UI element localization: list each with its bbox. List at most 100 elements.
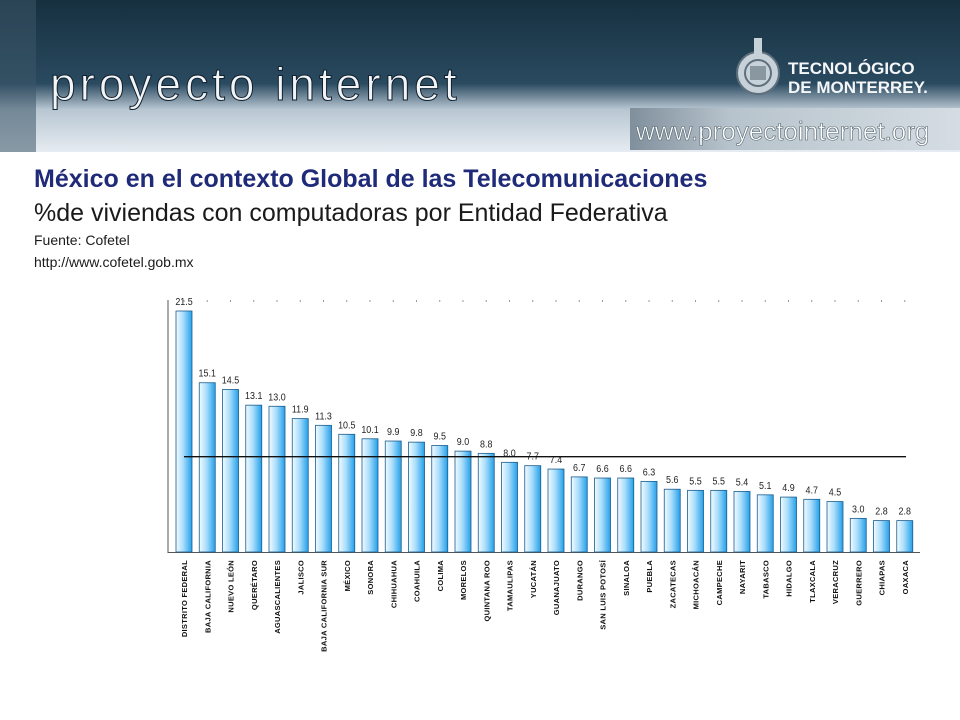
data-label: 5.4 xyxy=(736,477,749,489)
category-label: TLAXCALA xyxy=(808,560,817,603)
bar xyxy=(594,477,611,553)
bar xyxy=(384,440,402,553)
category-label: BAJA CALIFORNIA xyxy=(203,560,212,633)
data-label: 5.5 xyxy=(689,476,701,488)
category-label: GUERRERO xyxy=(854,560,863,606)
category-label: MICHOACÁN xyxy=(692,560,701,609)
bar xyxy=(222,389,239,553)
bar xyxy=(268,405,286,553)
category-label: CHIHUAHUA xyxy=(389,560,398,608)
category-label: COLIMA xyxy=(436,560,445,592)
category-label: DISTRITO FEDERAL xyxy=(180,560,189,637)
bar xyxy=(477,452,495,553)
data-label: 10.5 xyxy=(338,420,355,432)
data-label: 2.8 xyxy=(899,506,911,518)
bar xyxy=(291,418,309,553)
data-label: 6.7 xyxy=(573,462,585,474)
bar xyxy=(756,494,774,553)
category-label: MORELOS xyxy=(459,560,468,600)
bar xyxy=(826,501,844,553)
category-label: ZACATECAS xyxy=(668,560,677,608)
bar xyxy=(361,438,379,553)
category-label: AGUASCALIENTES xyxy=(273,560,282,634)
bar xyxy=(454,450,472,553)
data-label: 11.3 xyxy=(315,411,332,423)
data-label: 5.1 xyxy=(759,480,771,492)
data-label: 5.5 xyxy=(713,476,725,488)
data-label: 10.1 xyxy=(361,424,378,436)
bar xyxy=(896,520,914,553)
category-label: SINALOA xyxy=(622,560,631,596)
data-label: 7.4 xyxy=(550,454,563,466)
data-label: 9.0 xyxy=(457,436,470,448)
category-label: QUERÉTARO xyxy=(250,560,259,610)
bar xyxy=(547,468,565,553)
category-label: GUANAJUATO xyxy=(552,560,561,615)
category-label: BAJA CALIFORNIA SUR xyxy=(320,560,329,652)
data-label: 8.0 xyxy=(503,448,516,460)
data-label: 4.9 xyxy=(782,482,794,494)
data-label: 2.8 xyxy=(875,506,887,518)
bar xyxy=(570,476,588,553)
category-label: SAN LUIS POTOSÍ xyxy=(599,559,608,629)
category-label: HIDALGO xyxy=(785,560,794,597)
data-label: 9.8 xyxy=(410,428,422,440)
bar xyxy=(408,441,425,553)
data-label: 8.8 xyxy=(480,439,492,451)
data-label: 21.5 xyxy=(175,296,192,308)
bar xyxy=(175,310,193,553)
category-label: COAHUILA xyxy=(413,560,422,602)
category-label: NUEVO LEÓN xyxy=(227,560,236,613)
category-label: SONORA xyxy=(366,560,375,595)
bar xyxy=(501,461,518,553)
data-label: 3.0 xyxy=(852,504,865,516)
bar xyxy=(245,404,263,553)
slide-heading: México en el contexto Global de las Tele… xyxy=(34,165,707,272)
bar xyxy=(524,465,542,553)
bar xyxy=(803,498,821,553)
bar xyxy=(431,445,449,553)
category-label: CHIAPAS xyxy=(878,560,887,595)
bar xyxy=(338,433,356,553)
category-label: MÉXICO xyxy=(343,560,352,591)
category-label: PUEBLA xyxy=(645,560,654,593)
category-label: CAMPECHE xyxy=(715,560,724,605)
institution-name-line2: DE MONTERREY. xyxy=(788,78,928,97)
institution-name-line1: TECNOLÓGICO xyxy=(788,59,915,78)
header-banner: proyecto internet TECNOLÓGICO DE MONTERR… xyxy=(0,0,960,152)
bar xyxy=(780,496,797,553)
source-url: http://www.cofetel.gob.mx xyxy=(34,254,194,270)
bar xyxy=(733,491,751,553)
bar xyxy=(710,489,728,553)
logo-text: proyecto internet xyxy=(50,58,461,110)
category-label: QUINTANA ROO xyxy=(482,560,491,622)
data-label: 11.9 xyxy=(292,404,309,416)
category-label: DURANGO xyxy=(575,560,584,601)
category-label: VERACRUZ xyxy=(831,560,840,604)
data-label: 14.5 xyxy=(222,375,239,387)
data-label: 15.1 xyxy=(199,368,216,380)
website-url: www.proyectointernet.org xyxy=(635,116,929,146)
category-label: JALISCO xyxy=(296,560,305,595)
data-label: 6.6 xyxy=(596,463,608,475)
bar xyxy=(198,382,216,553)
data-label: 13.1 xyxy=(245,391,262,403)
page-title: México en el contexto Global de las Tele… xyxy=(34,165,708,193)
data-label: 6.6 xyxy=(620,463,632,475)
category-label: TAMAULIPAS xyxy=(506,560,515,611)
data-label: 9.9 xyxy=(387,426,399,438)
bar xyxy=(849,517,867,553)
data-label: 9.5 xyxy=(434,431,446,443)
data-label: 4.7 xyxy=(806,485,818,497)
category-label: OAXACA xyxy=(901,560,910,595)
bar xyxy=(315,424,332,553)
category-label: TABASCO xyxy=(761,560,770,599)
page-subtitle: %de viviendas con computadoras por Entid… xyxy=(34,199,668,227)
bar xyxy=(617,477,635,553)
data-label: 13.0 xyxy=(268,392,286,404)
data-label: 5.6 xyxy=(666,475,678,487)
bar xyxy=(873,520,890,553)
data-label: 6.3 xyxy=(643,467,655,479)
data-label: 4.5 xyxy=(829,487,841,499)
